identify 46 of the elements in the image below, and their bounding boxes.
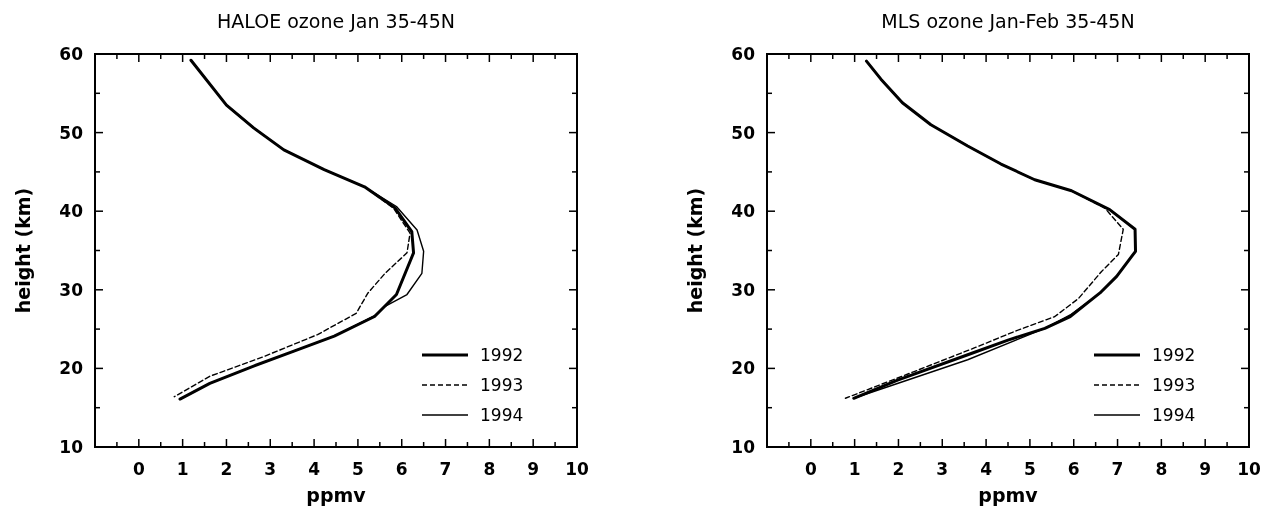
y-tick-label: 60: [59, 44, 84, 64]
x-axis-title: ppmv: [978, 484, 1039, 506]
legend-label: 1993: [1152, 375, 1196, 395]
x-tick-label: 2: [892, 459, 905, 479]
y-tick-label: 30: [59, 279, 84, 300]
x-tick-label: 9: [527, 459, 540, 479]
x-tick-label: 4: [980, 459, 993, 479]
x-tick-label: 8: [483, 459, 496, 479]
x-tick-label: 5: [1023, 459, 1036, 479]
x-tick-label: 3: [936, 459, 949, 479]
x-tick-label: 1: [176, 459, 189, 479]
x-tick-label: 3: [264, 459, 277, 479]
legend-label: 1992: [1152, 345, 1196, 365]
x-tick-label: 8: [1155, 459, 1168, 479]
x-tick-label: 1: [848, 459, 861, 479]
x-tick-label: 6: [1067, 459, 1080, 479]
x-tick-label: 10: [565, 459, 589, 479]
x-tick-label: 0: [132, 459, 145, 479]
x-tick-label: 9: [1199, 459, 1212, 479]
y-tick-label: 30: [731, 279, 756, 300]
legend-label: 1994: [480, 405, 524, 425]
chart-title: HALOE ozone Jan 35-45N: [217, 10, 455, 32]
y-axis-title: height (km): [684, 187, 706, 314]
y-tick-label: 50: [59, 122, 84, 143]
x-tick-label: 4: [308, 459, 321, 479]
x-axis-title: ppmv: [306, 484, 367, 506]
y-axis-title: height (km): [12, 187, 34, 314]
y-tick-label: 20: [59, 358, 84, 379]
x-tick-label: 5: [351, 459, 364, 479]
y-tick-label: 50: [731, 122, 756, 143]
y-tick-label: 40: [59, 201, 84, 222]
x-tick-label: 7: [439, 459, 452, 479]
x-tick-label: 7: [1111, 459, 1124, 479]
x-tick-label: 10: [1237, 459, 1261, 479]
legend-label: 1992: [480, 345, 524, 365]
x-tick-label: 6: [395, 459, 408, 479]
x-tick-label: 2: [220, 459, 233, 479]
legend-label: 1993: [480, 375, 524, 395]
y-tick-label: 60: [731, 44, 756, 64]
y-tick-label: 10: [731, 437, 756, 457]
y-tick-label: 20: [731, 358, 756, 379]
chart-title: MLS ozone Jan-Feb 35-45N: [881, 10, 1135, 32]
legend-label: 1994: [1152, 405, 1196, 425]
y-tick-label: 10: [59, 437, 84, 457]
x-tick-label: 0: [804, 459, 817, 479]
y-tick-label: 40: [731, 201, 756, 222]
